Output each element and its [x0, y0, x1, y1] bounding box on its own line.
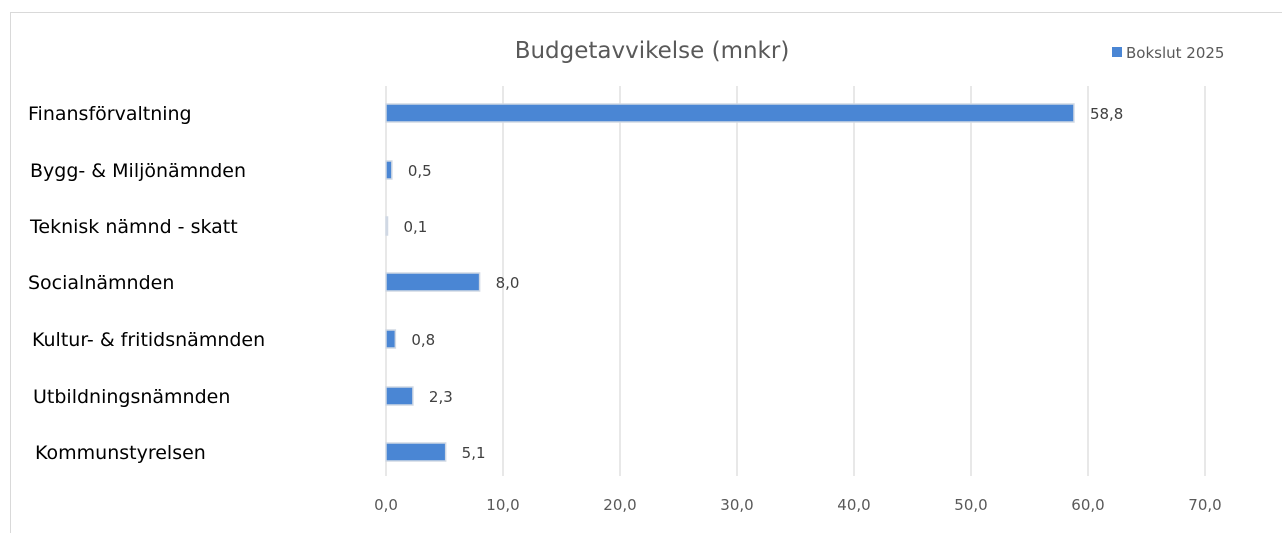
- category-label: Socialnämnden: [28, 272, 174, 294]
- data-labels: 58,8 0,5 0,1 8,0 0,8 2,3 5,1: [404, 105, 1124, 462]
- x-tick-label: 20,0: [603, 496, 636, 514]
- data-label: 0,1: [404, 218, 428, 236]
- data-label: 0,5: [408, 162, 432, 180]
- data-label: 58,8: [1090, 105, 1123, 123]
- category-labels: Finansförvaltning Bygg- & Miljönämnden Tek…: [28, 103, 265, 464]
- data-label: 8,0: [496, 274, 520, 292]
- category-label: Utbildningsnämnden: [33, 386, 230, 408]
- category-label: Kultur- & fritidsnämnden: [32, 329, 265, 351]
- data-label: 0,8: [411, 331, 435, 349]
- x-tick-label: 40,0: [837, 496, 870, 514]
- bar: [385, 216, 389, 236]
- x-tick-label: 70,0: [1188, 496, 1221, 514]
- category-label: Bygg- & Miljönämnden: [30, 160, 246, 182]
- category-label: Finansförvaltning: [28, 103, 192, 125]
- x-tick-labels: 0,0 10,0 20,0 30,0 40,0 50,0 60,0 70,0: [374, 496, 1222, 514]
- chart-frame: [10, 12, 1282, 533]
- data-label: 2,3: [429, 388, 453, 406]
- bar: [385, 329, 397, 349]
- bar: [385, 160, 393, 180]
- category-label: Teknisk nämnd - skatt: [29, 216, 238, 238]
- category-label: Kommunstyrelsen: [35, 442, 206, 464]
- legend-swatch: [1112, 47, 1122, 57]
- x-tick-label: 10,0: [486, 496, 519, 514]
- bars: [385, 103, 1075, 462]
- x-tick-label: 50,0: [954, 496, 987, 514]
- x-tick-label: 0,0: [374, 496, 398, 514]
- x-tick-label: 30,0: [720, 496, 753, 514]
- x-tick-label: 60,0: [1071, 496, 1104, 514]
- legend-label: Bokslut 2025: [1126, 44, 1224, 62]
- chart-title: Budgetavvikelse (mnkr): [515, 38, 790, 64]
- bar: [385, 386, 414, 406]
- data-label: 5,1: [462, 444, 486, 462]
- bar: [385, 442, 447, 462]
- bar: [385, 272, 481, 292]
- bar: [385, 103, 1075, 123]
- legend[interactable]: Bokslut 2025: [1112, 44, 1224, 62]
